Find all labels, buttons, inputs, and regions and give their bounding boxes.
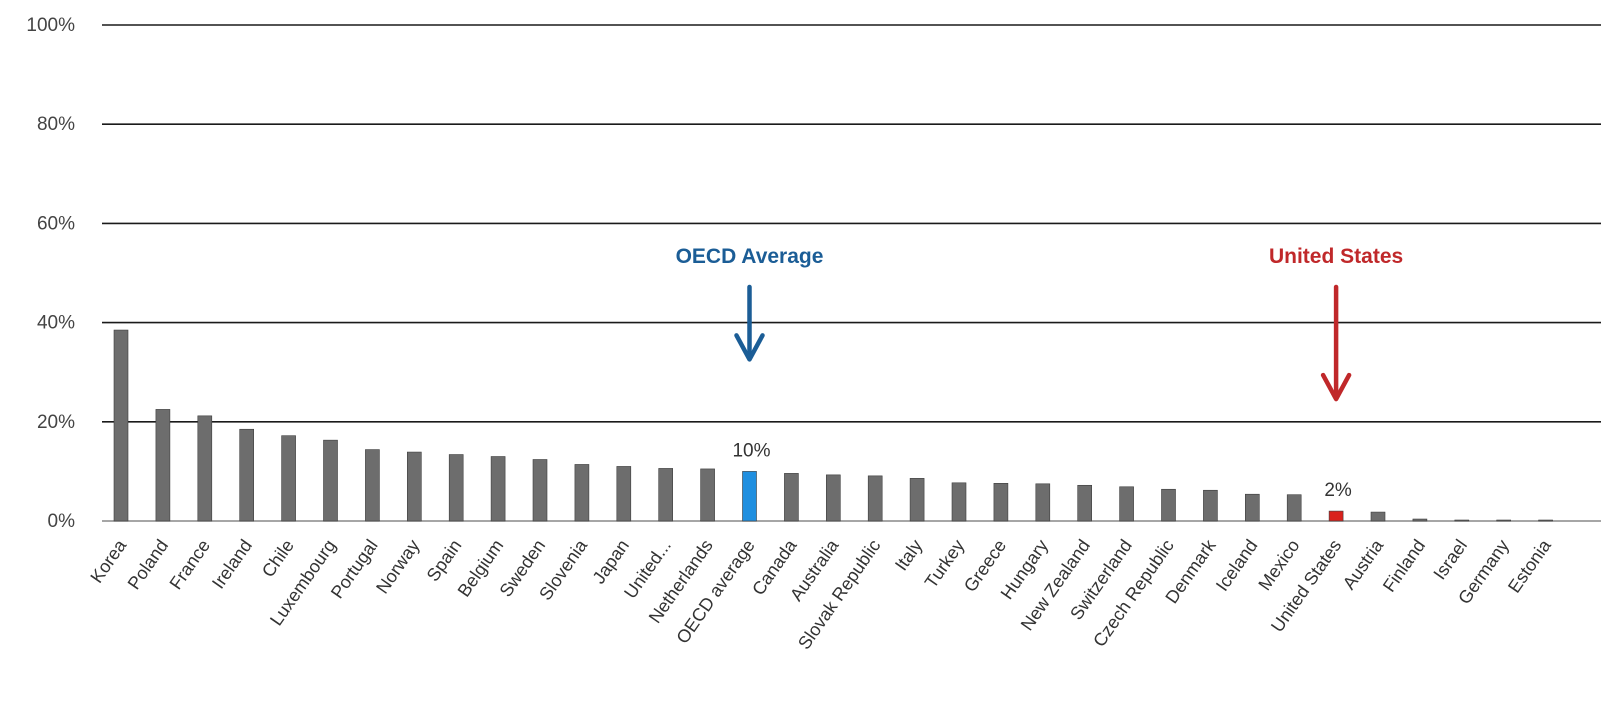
bar-israel xyxy=(1454,519,1470,522)
bar-portugal xyxy=(365,449,380,522)
bar-new-zealand xyxy=(1077,484,1092,522)
data-label: 2% xyxy=(1324,480,1352,501)
bar-united-states xyxy=(1328,510,1344,522)
bar-chile xyxy=(281,435,296,522)
bar-norway xyxy=(406,451,422,522)
category-label: Iceland xyxy=(1212,536,1262,595)
category-label: Poland xyxy=(124,536,173,593)
bar-czech-republic xyxy=(1161,488,1176,522)
bar-switzerland xyxy=(1119,486,1134,522)
bar-austria xyxy=(1370,511,1386,522)
y-tick-label: 80% xyxy=(37,114,75,135)
bar-slovenia xyxy=(574,464,590,522)
y-tick-label: 20% xyxy=(37,412,75,433)
category-label: Japan xyxy=(589,536,634,588)
category-label: Finland xyxy=(1379,536,1429,596)
bar-luxembourg xyxy=(323,439,338,522)
bar-poland xyxy=(155,409,171,522)
y-tick-label: 0% xyxy=(48,511,76,532)
annotation-label: United States xyxy=(1269,245,1403,268)
bar-hungary xyxy=(1035,483,1051,522)
bar-korea xyxy=(113,329,129,522)
bar-denmark xyxy=(1203,489,1218,522)
bar-finland xyxy=(1412,518,1428,522)
bar-spain xyxy=(448,454,464,522)
y-tick-label: 40% xyxy=(37,313,75,334)
category-label: Israel xyxy=(1429,536,1471,584)
category-label: Ireland xyxy=(208,536,256,593)
bar-iceland xyxy=(1245,493,1260,522)
category-label: Estonia xyxy=(1504,535,1555,596)
category-label: Chile xyxy=(258,536,298,581)
bar-germany xyxy=(1496,519,1511,522)
bar-sweden xyxy=(532,459,548,522)
bar-australia xyxy=(825,474,841,522)
y-tick-label: 60% xyxy=(37,213,75,234)
bar-belgium xyxy=(490,456,506,522)
category-label: Norway xyxy=(372,536,423,597)
bar-greece xyxy=(993,483,1009,522)
arrow-head xyxy=(734,333,765,362)
bar-italy xyxy=(909,478,925,522)
bar-canada xyxy=(784,473,799,522)
bar-mexico xyxy=(1286,494,1302,522)
category-label: Korea xyxy=(86,535,131,587)
annotation-label: OECD Average xyxy=(676,245,824,268)
bar-oecd-average xyxy=(742,471,757,522)
bar-japan xyxy=(616,466,632,522)
bar-turkey xyxy=(951,482,967,522)
bar-france xyxy=(197,415,213,522)
data-label: 10% xyxy=(732,440,770,461)
bar-estonia xyxy=(1538,519,1553,522)
bar-united- xyxy=(658,468,674,522)
category-label: Spain xyxy=(423,536,466,585)
bar-netherlands xyxy=(700,468,715,522)
bar-slovak-republic xyxy=(867,475,883,522)
arrow-head xyxy=(1320,372,1352,402)
bar-ireland xyxy=(239,428,254,522)
y-tick-label: 100% xyxy=(26,15,75,36)
category-label: Italy xyxy=(891,536,926,575)
category-label: France xyxy=(166,536,215,593)
